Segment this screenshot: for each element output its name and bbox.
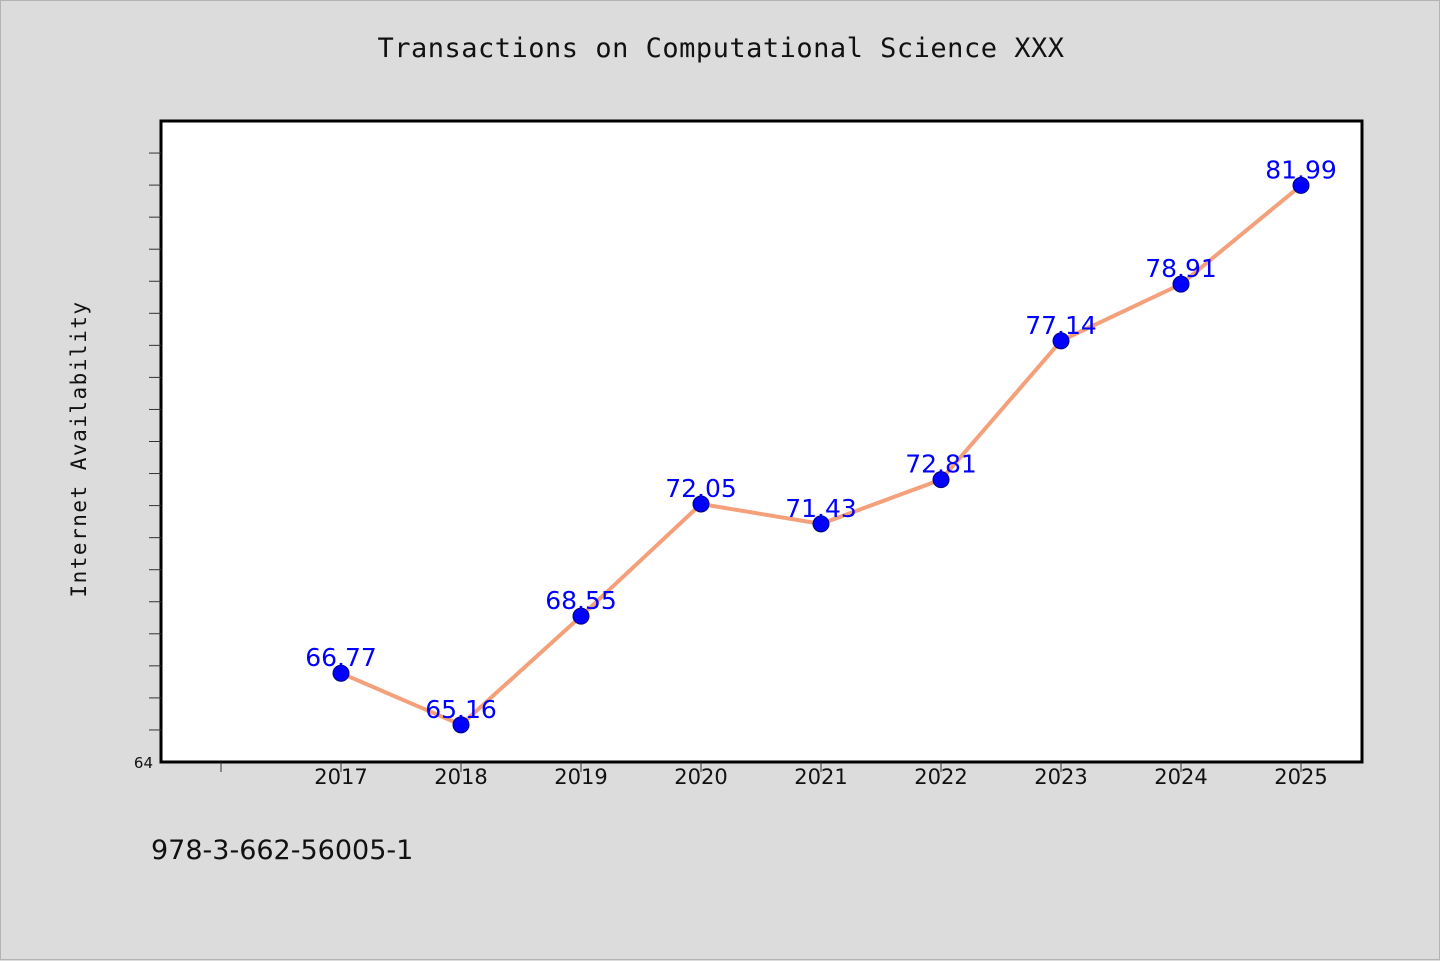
data-point [1292, 176, 1310, 194]
plot-area [159, 119, 1364, 764]
x-tick-label: 2025 [1274, 765, 1327, 789]
data-point [932, 471, 950, 489]
x-tick-label: 2017 [314, 765, 367, 789]
data-point [572, 607, 590, 625]
x-tick-label: 2019 [554, 765, 607, 789]
data-label: 81.99 [1265, 155, 1337, 184]
isbn-label: 978-3-662-56005-1 [151, 835, 414, 866]
data-label: 65.16 [425, 695, 497, 724]
x-tick-label: 2018 [434, 765, 487, 789]
data-label: 71.43 [785, 494, 857, 523]
data-point [332, 664, 350, 682]
data-label: 77.14 [1025, 311, 1097, 340]
data-label: 78.91 [1145, 254, 1217, 283]
x-tick-label: 2022 [914, 765, 967, 789]
y-tick-label: 64 [134, 754, 153, 772]
x-tick-label: 2020 [674, 765, 727, 789]
data-label: 72.81 [905, 450, 977, 479]
x-tick-label: 2024 [1154, 765, 1207, 789]
data-point [452, 716, 470, 734]
chart-title: Transactions on Computational Science XX… [377, 33, 1065, 64]
data-label: 72.05 [665, 474, 737, 503]
data-point [692, 495, 710, 513]
data-point [812, 515, 830, 533]
data-label: 68.55 [545, 586, 617, 615]
data-label: 66.77 [305, 643, 377, 672]
data-point [1052, 332, 1070, 350]
x-tick-label: 2023 [1034, 765, 1087, 789]
data-point [1172, 275, 1190, 293]
x-tick-label: 2021 [794, 765, 847, 789]
